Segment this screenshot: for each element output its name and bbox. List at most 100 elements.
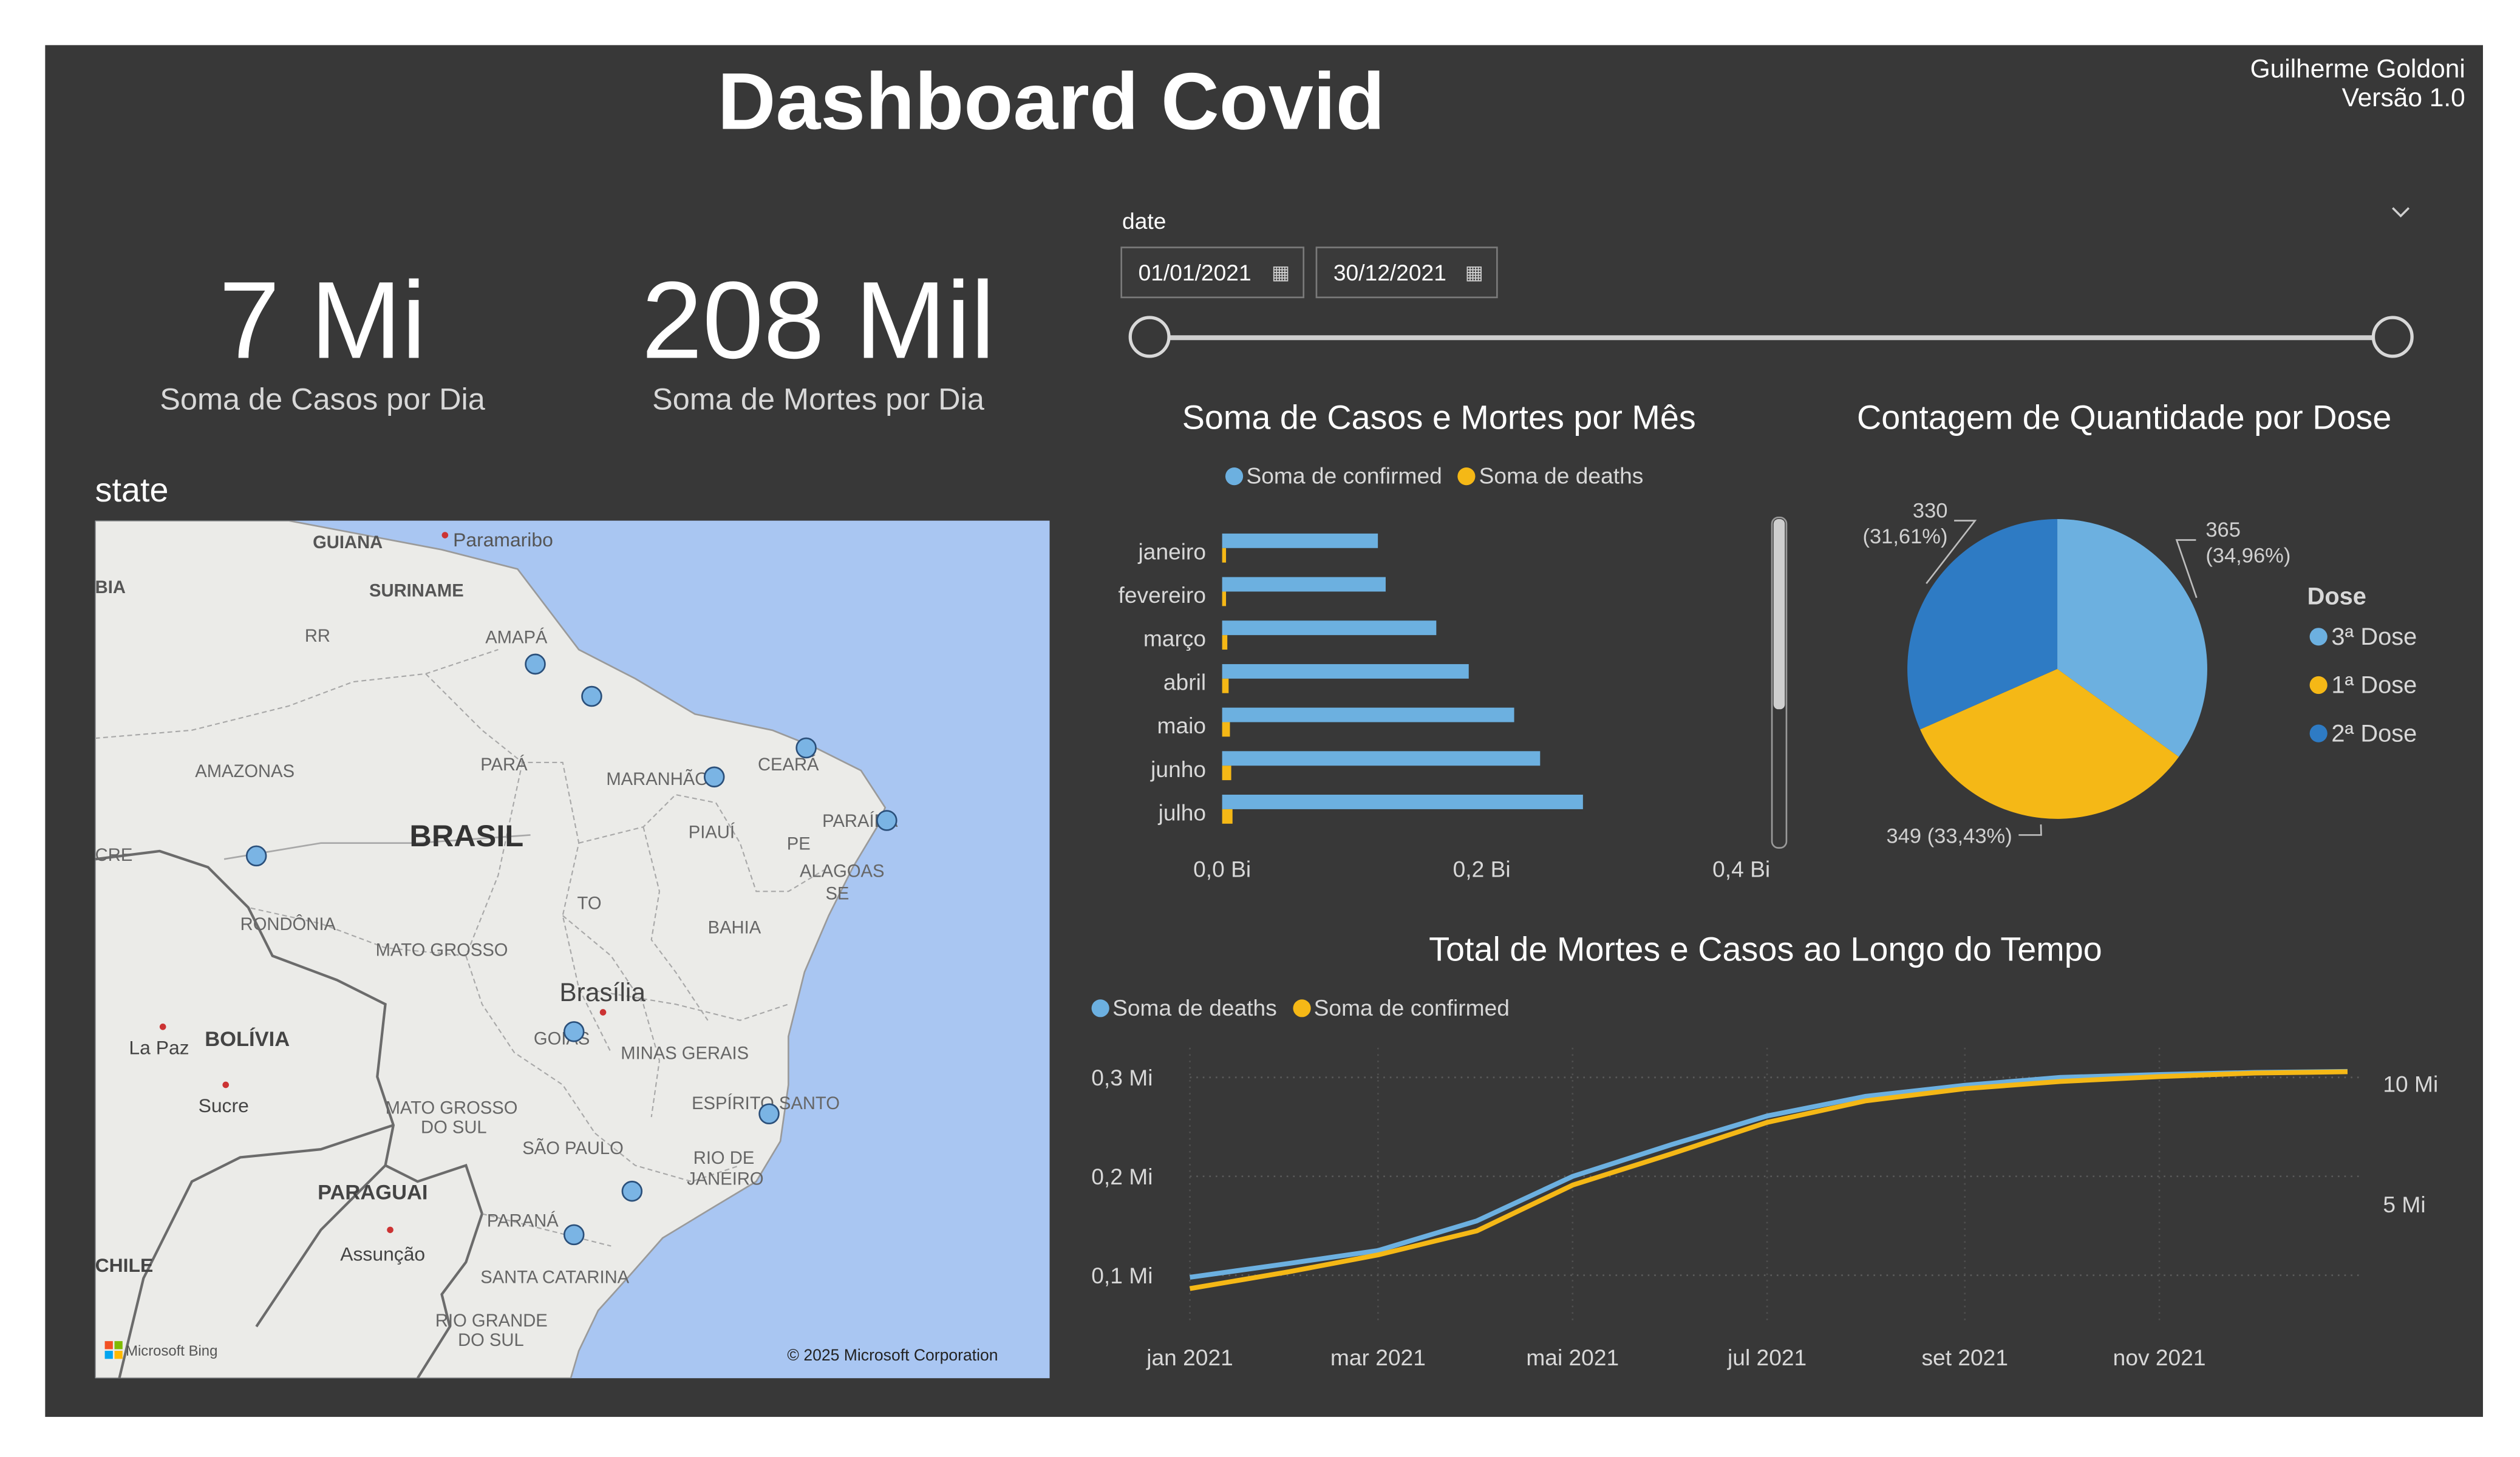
bar-category-label: maio — [1157, 713, 1207, 738]
bar-confirmed[interactable] — [1222, 620, 1437, 636]
bar-confirmed[interactable] — [1222, 664, 1469, 679]
page-title: Dashboard Covid — [717, 56, 1385, 147]
bar-category-label: abril — [1163, 669, 1206, 695]
scrollbar-thumb[interactable] — [1773, 518, 1785, 710]
map-bubble[interactable] — [621, 1180, 643, 1202]
map-label-parana: PARANÁ — [487, 1211, 559, 1231]
map-visual[interactable]: GUIANA BIA SURINAME BRASIL BOLÍVIA PARAG… — [95, 520, 1050, 1379]
bar-confirmed[interactable] — [1222, 533, 1378, 548]
slider-end-handle[interactable] — [2371, 316, 2414, 358]
chart-scrollbar[interactable] — [1771, 516, 1788, 849]
kpi-card-deaths[interactable]: 208 Mil Soma de Mortes por Dia — [588, 258, 1048, 419]
map-label-assuncao: Assunção — [340, 1243, 425, 1265]
bar-category-label: julho — [1158, 800, 1207, 825]
city-marker — [222, 1081, 230, 1089]
map-bubble[interactable] — [563, 1021, 585, 1042]
bar-chart[interactable]: janeiro fevereiro março abril maio junho julho… — [1097, 508, 1806, 894]
map-label-se: SE — [825, 885, 849, 904]
bar-deaths[interactable] — [1222, 766, 1231, 781]
map-label-santacatarina: SANTA CATARINA — [480, 1268, 629, 1288]
land-mass — [95, 520, 887, 1379]
bar-deaths[interactable] — [1222, 548, 1227, 563]
legend-label: Soma de confirmed — [1313, 994, 1510, 1021]
calendar-icon[interactable]: ▦ — [1465, 261, 1483, 284]
map-bubble[interactable] — [758, 1103, 780, 1125]
map-label-brasil: BRASIL — [409, 818, 523, 853]
x-tick-label: set 2021 — [1921, 1345, 2008, 1370]
kpi-card-cases[interactable]: 7 Mi Soma de Casos por Dia — [129, 258, 516, 419]
date-slicer-label: date — [1122, 208, 1166, 234]
kpi-value: 208 Mil — [641, 259, 995, 382]
pie-chart[interactable]: 365 (34,96%) 349 (33,43%) 330 (31,61%) Dose 3ª… — [1822, 484, 2467, 871]
x-tick-label: jan 2021 — [1146, 1345, 1233, 1370]
bar-chart-title: Soma de Casos e Mortes por Mês — [1182, 399, 1696, 437]
start-date-input[interactable]: 01/01/2021 ▦ — [1120, 246, 1305, 299]
map-label-amapa: AMAPÁ — [485, 627, 548, 647]
bar-deaths[interactable] — [1222, 809, 1233, 824]
map-label-matogrosso: MATO GROSSO — [376, 941, 508, 960]
map-label-guiana: GUIANA — [313, 533, 383, 552]
map-bubble[interactable] — [703, 766, 725, 788]
slider-start-handle[interactable] — [1128, 316, 1171, 358]
line-chart-legend[interactable]: Soma de deaths Soma de confirmed — [1091, 994, 1510, 1021]
legend-dot — [1091, 999, 1109, 1017]
bar-deaths[interactable] — [1222, 678, 1229, 693]
author-block: Guilherme Goldoni Versão 1.0 — [2250, 56, 2465, 115]
bar-confirmed[interactable] — [1222, 577, 1386, 592]
kpi-label: Soma de Mortes por Dia — [652, 383, 984, 418]
y-tick-label-left: 0,3 Mi — [1091, 1065, 1153, 1090]
map-region-labels: Paramaribo RR AMAPÁ AMAZONAS PARÁ MARANH… — [95, 529, 898, 1350]
pie-data-label: 349 (33,43%) — [1887, 825, 2012, 848]
map-label-suriname: SURINAME — [369, 581, 464, 600]
legend-dot[interactable] — [2309, 724, 2328, 742]
pie-leader-line — [2175, 539, 2198, 599]
bar-chart-legend[interactable]: Soma de confirmed Soma de deaths — [1225, 463, 1643, 489]
line-chart[interactable]: 0,1 Mi 0,2 Mi 0,3 Mi jan 2021 mar 2021 mai 20… — [1080, 1031, 2467, 1394]
state-borders — [95, 649, 829, 1247]
map-bubble[interactable] — [795, 737, 817, 759]
bar-confirmed[interactable] — [1222, 707, 1514, 722]
date-slider-track[interactable] — [1149, 335, 2394, 341]
pie-slice[interactable] — [2057, 518, 2207, 757]
map-label-bia: BIA — [95, 578, 126, 597]
map-label-paraguai: PARAGUAI — [318, 1181, 427, 1204]
x-tick-label: nov 2021 — [2113, 1345, 2206, 1370]
bar-category-label: março — [1143, 626, 1206, 651]
pie-leader-line — [1926, 520, 1977, 585]
pie-legend-label[interactable]: 3ª Dose — [2331, 623, 2417, 650]
map-label-maranhao: MARANHÃO — [606, 769, 709, 789]
pie-data-pct: (31,61%) — [1862, 525, 1947, 548]
map-label-para: PARÁ — [480, 755, 528, 775]
line-series-deaths[interactable] — [1189, 1068, 2348, 1280]
map-label-bahia: BAHIA — [708, 918, 761, 937]
bar-deaths[interactable] — [1222, 635, 1228, 650]
pie-legend-label[interactable]: 1ª Dose — [2331, 672, 2417, 699]
calendar-icon[interactable]: ▦ — [1272, 261, 1290, 284]
chevron-down-icon[interactable] — [2391, 203, 2411, 223]
pie-legend-label[interactable]: 2ª Dose — [2331, 720, 2417, 747]
bar-deaths[interactable] — [1222, 722, 1230, 737]
pie-slice[interactable] — [1907, 518, 2058, 730]
city-markers — [159, 532, 607, 1234]
pie-slice[interactable] — [1920, 668, 2179, 819]
legend-dot[interactable] — [2309, 676, 2328, 695]
map-label-lapaz: La Paz — [129, 1037, 189, 1059]
state-bubbles[interactable] — [245, 653, 897, 1246]
bar-confirmed[interactable] — [1222, 751, 1541, 766]
map-label-saopaulo: SÃO PAULO — [522, 1138, 624, 1158]
bar-confirmed[interactable] — [1222, 795, 1583, 809]
map-label-brasilia: Brasília — [559, 979, 645, 1007]
map-label-rr: RR — [305, 627, 330, 646]
map-bubble[interactable] — [876, 810, 897, 831]
map-bubble[interactable] — [245, 845, 267, 867]
version-label: Versão 1.0 — [2341, 85, 2465, 113]
map-canvas[interactable]: GUIANA BIA SURINAME BRASIL BOLÍVIA PARAG… — [95, 520, 1050, 1379]
bar-deaths[interactable] — [1222, 591, 1227, 606]
end-date-input[interactable]: 30/12/2021 ▦ — [1315, 246, 1498, 299]
map-bubble[interactable] — [581, 685, 602, 707]
legend-dot[interactable] — [2309, 628, 2328, 646]
line-series-confirmed[interactable] — [1189, 1069, 2348, 1291]
map-bubble[interactable] — [563, 1224, 585, 1246]
map-bubble[interactable] — [525, 653, 546, 675]
legend-dot — [1458, 467, 1476, 486]
